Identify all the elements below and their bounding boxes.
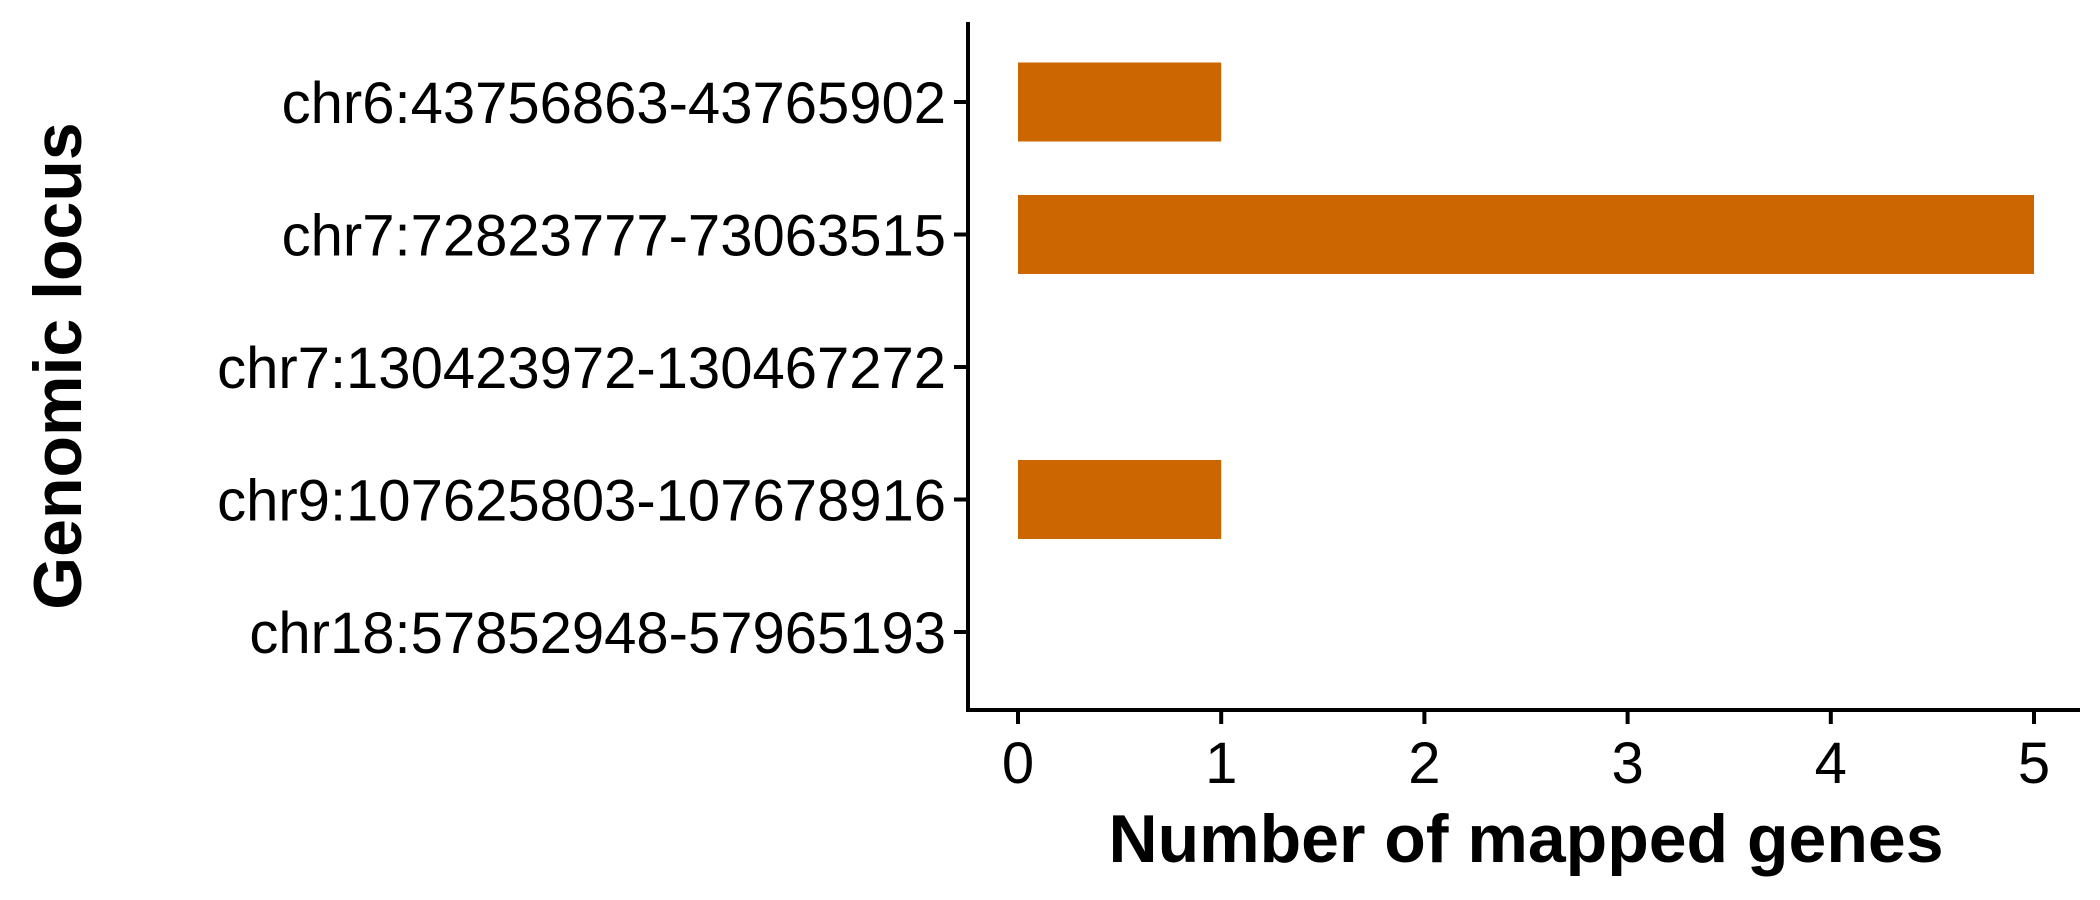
x-tick-label: 3 bbox=[1611, 731, 1643, 796]
y-tick-label: chr7:130423972-130467272 bbox=[217, 336, 946, 401]
bar-2 bbox=[1018, 195, 2034, 274]
x-tick-label: 5 bbox=[2018, 731, 2050, 796]
bar-4 bbox=[1018, 460, 1222, 539]
x-tick-label: 1 bbox=[1205, 731, 1237, 796]
y-tick-label: chr18:57852948-57965193 bbox=[249, 601, 946, 666]
bars-group bbox=[1018, 62, 2034, 539]
x-tick-label: 2 bbox=[1408, 731, 1440, 796]
x-tick-label: 0 bbox=[1002, 731, 1034, 796]
x-axis-ticks: 0 1 2 3 4 5 bbox=[1002, 710, 2050, 796]
y-tick-label: chr6:43756863-43765902 bbox=[282, 71, 946, 136]
y-tick-label: chr9:107625803-107678916 bbox=[217, 469, 946, 534]
y-tick-label: chr7:72823777-73063515 bbox=[282, 204, 946, 269]
y-axis-ticks: chr6:43756863-43765902 chr7:72823777-7306… bbox=[217, 71, 968, 666]
bar-1 bbox=[1018, 62, 1222, 142]
y-axis-title: Genomic locus bbox=[20, 122, 96, 609]
x-tick-label: 4 bbox=[1815, 731, 1847, 796]
x-axis-title: Number of mapped genes bbox=[1108, 801, 1943, 877]
